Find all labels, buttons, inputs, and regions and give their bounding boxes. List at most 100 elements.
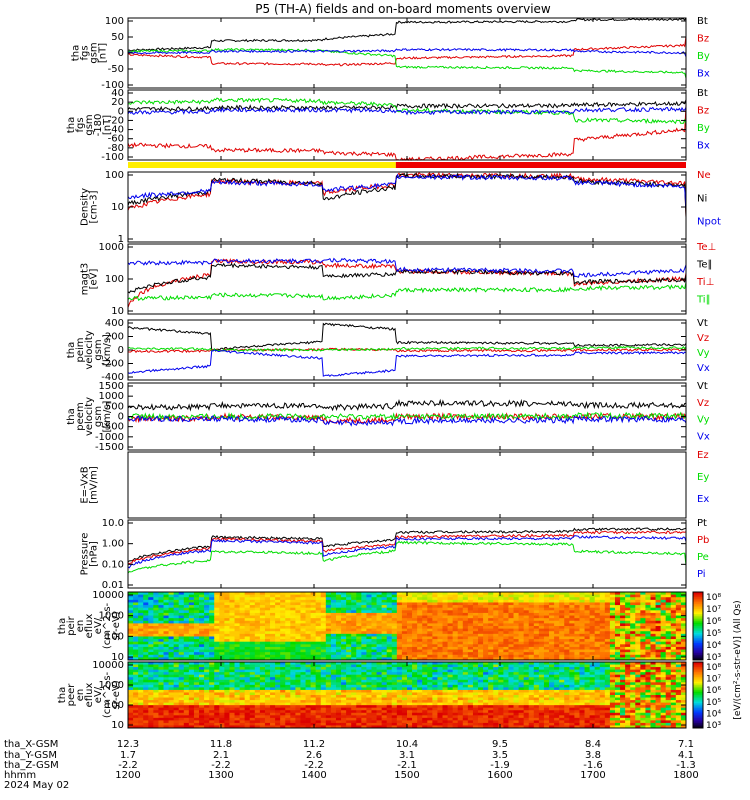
series-line-fgs_gsm-2 — [127, 47, 687, 79]
spectrogram-cell — [412, 669, 418, 673]
spectrogram-cell — [295, 644, 301, 648]
spectrogram-cell — [680, 657, 687, 661]
spectrogram-cell — [407, 636, 413, 640]
spectrogram-cell — [330, 649, 337, 653]
spectrogram-cell — [153, 620, 159, 624]
spectrogram-cell — [609, 597, 616, 601]
spectrogram-cell — [472, 623, 479, 627]
spectrogram-cell — [143, 702, 149, 706]
spectrogram-cell — [554, 612, 560, 616]
spectrogram-cell — [310, 664, 317, 668]
spectrogram-cell — [244, 618, 251, 622]
legend-entry: Ti∥ — [696, 295, 711, 306]
spectrogram-cell — [427, 717, 433, 721]
spectrogram-cell — [442, 644, 448, 648]
spectrogram-cell — [356, 594, 362, 598]
y-axis-label: [cm-3] — [89, 190, 100, 223]
spectrogram-cell — [670, 607, 677, 611]
spectrogram-cell — [234, 636, 240, 640]
spectrogram-cell — [351, 710, 357, 714]
spectrogram-cell — [153, 654, 159, 658]
spectrogram-cell — [422, 657, 428, 661]
spectrogram-cell — [133, 710, 139, 714]
spectrogram-cell — [625, 610, 631, 614]
spectrogram-cell — [457, 618, 464, 622]
spectrogram-cell — [655, 654, 662, 658]
spectrogram-cell — [204, 692, 210, 696]
spectrogram-cell — [670, 628, 677, 632]
spectrogram-cell — [249, 654, 256, 658]
spectrogram-cell — [401, 717, 408, 721]
spectrogram-cell — [183, 610, 190, 614]
spectrogram-cell — [275, 697, 281, 701]
spectrogram-cell — [244, 636, 251, 640]
panel-frame — [127, 451, 687, 519]
spectrogram-cell — [625, 618, 631, 622]
spectrogram-cell — [315, 715, 322, 719]
spectrogram-cell — [133, 700, 139, 704]
spectrogram-cell — [437, 599, 443, 603]
spectrogram-cell — [244, 646, 251, 650]
spectrogram-cell — [488, 618, 494, 622]
spectrogram-cell — [356, 674, 362, 678]
spectrogram-cell — [503, 615, 509, 619]
spectrogram-cell — [229, 644, 235, 648]
spectrogram-cell — [259, 597, 266, 601]
spectrogram-cell — [660, 592, 667, 596]
spectrogram-cell — [204, 633, 210, 637]
spectrogram-cell — [488, 636, 494, 640]
spectrogram-cell — [285, 710, 291, 714]
spectrogram-cell — [178, 664, 185, 668]
spectrogram-cell — [183, 702, 190, 706]
spectrogram-cell — [381, 692, 388, 696]
spectrogram-cell — [330, 672, 337, 676]
spectrogram-cell — [163, 677, 169, 681]
spectrogram-cell — [341, 618, 347, 622]
spectrogram-cell — [199, 695, 205, 698]
spectrogram-cell — [457, 674, 464, 678]
spectrogram-cell — [462, 667, 469, 671]
spectrogram-cell — [244, 672, 251, 676]
spectrogram-cell — [660, 623, 667, 627]
spectrogram-cell — [300, 720, 306, 724]
spectrogram-cell — [163, 720, 169, 724]
spectrogram-cell — [199, 712, 205, 716]
spectrogram-cell — [503, 599, 509, 603]
spectrogram-cell — [295, 712, 301, 716]
spectrogram-cell — [462, 605, 469, 609]
spectrogram-cell — [660, 646, 667, 650]
spectrogram-cell — [128, 602, 134, 606]
spectrogram-cell — [330, 669, 337, 673]
spectrogram-cell — [259, 626, 266, 630]
spectrogram-cell — [361, 705, 367, 709]
spectrogram-cell — [158, 644, 164, 648]
spectrogram-cell — [168, 631, 175, 635]
spectrogram-cell — [280, 692, 286, 696]
spectrogram-cell — [401, 597, 408, 601]
spectrogram-cell — [351, 623, 357, 627]
spectrogram-cell — [128, 667, 134, 671]
spectrogram-cell — [483, 628, 489, 632]
spectrogram-cell — [351, 612, 357, 616]
spectrogram-cell — [594, 602, 601, 606]
spectrogram-cell — [518, 605, 525, 609]
y-tick-label: -1000 — [95, 432, 124, 443]
spectrogram-cell — [214, 594, 220, 598]
spectrogram-cell — [589, 599, 596, 603]
spectrogram-cell — [523, 654, 530, 658]
spectrogram-cell — [356, 626, 362, 630]
spectrogram-cell — [371, 654, 377, 658]
spectrogram-cell — [478, 620, 484, 624]
spectrogram-cell — [254, 623, 261, 627]
spectrogram-cell — [264, 702, 271, 706]
spectrogram-cell — [437, 679, 443, 683]
spectrogram-cell — [351, 607, 357, 611]
spectrogram-cell — [168, 712, 175, 716]
spectrogram-cell — [128, 677, 134, 681]
spectrogram-cell — [259, 722, 266, 726]
spectrogram-cell — [564, 594, 570, 598]
spectrogram-cell — [422, 702, 428, 706]
spectrogram-cell — [645, 657, 651, 661]
spectrogram-cell — [133, 592, 139, 596]
spectrogram-cell — [432, 605, 438, 609]
